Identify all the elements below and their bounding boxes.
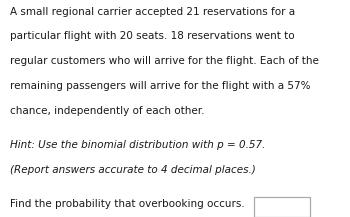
Text: Find the probability that overbooking occurs.: Find the probability that overbooking oc… xyxy=(10,199,245,209)
Text: (Report answers accurate to 4 decimal places.): (Report answers accurate to 4 decimal pl… xyxy=(10,165,256,175)
Text: Hint: Use the binomial distribution with p = 0.57.: Hint: Use the binomial distribution with… xyxy=(10,140,266,150)
Text: chance, independently of each other.: chance, independently of each other. xyxy=(10,106,205,116)
Text: A small regional carrier accepted 21 reservations for a: A small regional carrier accepted 21 res… xyxy=(10,7,296,16)
Text: regular customers who will arrive for the flight. Each of the: regular customers who will arrive for th… xyxy=(10,56,319,66)
Text: particular flight with 20 seats. 18 reservations went to: particular flight with 20 seats. 18 rese… xyxy=(10,31,295,41)
Text: remaining passengers will arrive for the flight with a 57%: remaining passengers will arrive for the… xyxy=(10,81,311,91)
FancyBboxPatch shape xyxy=(254,197,310,217)
